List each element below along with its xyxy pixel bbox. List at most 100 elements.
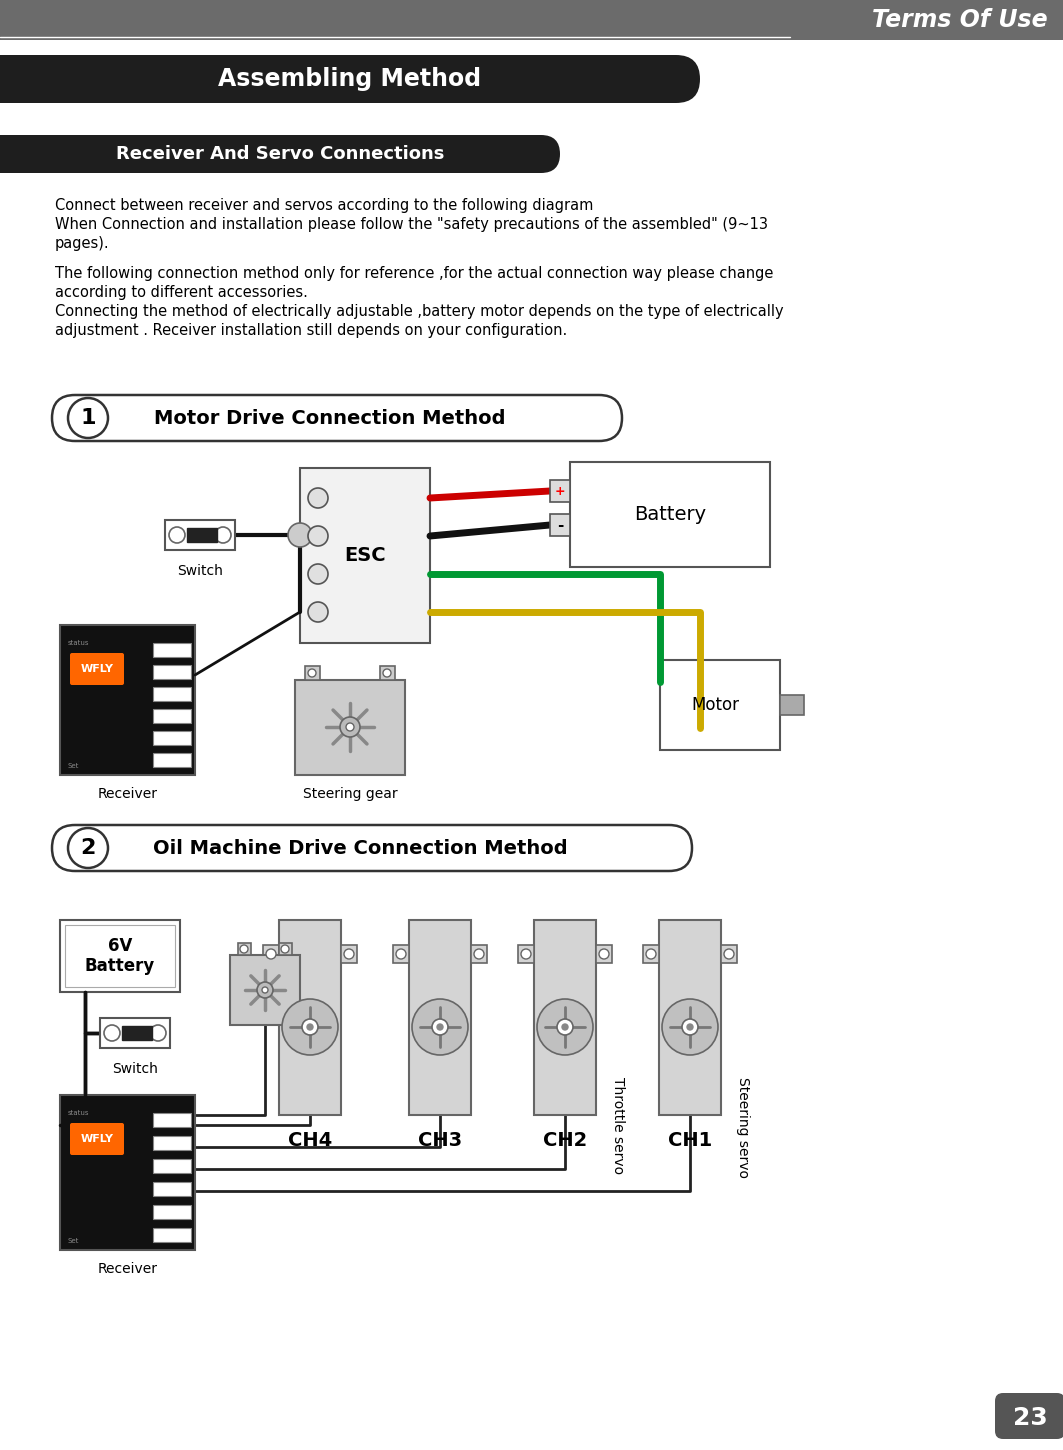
Bar bbox=[660, 660, 780, 750]
Bar bbox=[305, 666, 320, 680]
Text: Receiver And Servo Connections: Receiver And Servo Connections bbox=[116, 145, 444, 162]
Text: Receiver: Receiver bbox=[98, 1262, 157, 1276]
FancyBboxPatch shape bbox=[0, 55, 701, 103]
Circle shape bbox=[345, 724, 354, 731]
FancyBboxPatch shape bbox=[70, 1122, 124, 1156]
Text: 6V
Battery: 6V Battery bbox=[85, 937, 155, 976]
Text: Connect between receiver and servos according to the following diagram: Connect between receiver and servos acco… bbox=[55, 199, 593, 213]
Bar bbox=[153, 709, 191, 724]
Bar bbox=[409, 919, 471, 1115]
Text: adjustment . Receiver installation still depends on your configuration.: adjustment . Receiver installation still… bbox=[55, 323, 568, 338]
Text: status: status bbox=[68, 1111, 89, 1116]
Bar bbox=[153, 731, 191, 745]
Text: -: - bbox=[557, 518, 563, 532]
Bar bbox=[60, 625, 195, 774]
Circle shape bbox=[562, 1024, 568, 1030]
Bar bbox=[379, 666, 395, 680]
Circle shape bbox=[215, 526, 231, 542]
Circle shape bbox=[537, 999, 593, 1056]
Circle shape bbox=[257, 982, 273, 998]
Text: 23: 23 bbox=[1013, 1406, 1047, 1430]
Bar bbox=[0, 0, 1063, 41]
Text: Oil Machine Drive Connection Method: Oil Machine Drive Connection Method bbox=[153, 838, 568, 857]
Bar bbox=[187, 528, 217, 542]
Circle shape bbox=[646, 948, 656, 958]
Circle shape bbox=[68, 828, 108, 869]
Circle shape bbox=[308, 602, 328, 622]
Text: Set: Set bbox=[68, 1238, 80, 1244]
Text: CH4: CH4 bbox=[288, 1131, 332, 1150]
FancyBboxPatch shape bbox=[0, 135, 560, 173]
Circle shape bbox=[383, 668, 391, 677]
Bar bbox=[153, 687, 191, 700]
Bar bbox=[518, 945, 534, 963]
Circle shape bbox=[288, 523, 313, 547]
Bar bbox=[279, 942, 292, 956]
Bar bbox=[296, 680, 405, 774]
Text: 1: 1 bbox=[80, 407, 96, 428]
Bar bbox=[780, 695, 804, 715]
FancyBboxPatch shape bbox=[52, 394, 622, 441]
Circle shape bbox=[308, 489, 328, 508]
Bar bbox=[60, 1095, 195, 1250]
Circle shape bbox=[281, 945, 289, 953]
Text: Throttle servo: Throttle servo bbox=[611, 1077, 625, 1174]
Bar bbox=[122, 1027, 152, 1040]
Bar bbox=[65, 925, 175, 987]
Bar bbox=[0, 55, 350, 103]
Text: Assembling Method: Assembling Method bbox=[218, 67, 482, 91]
Text: pages).: pages). bbox=[55, 236, 109, 251]
FancyBboxPatch shape bbox=[995, 1393, 1063, 1438]
Bar bbox=[659, 919, 721, 1115]
Bar bbox=[153, 753, 191, 767]
Circle shape bbox=[412, 999, 468, 1056]
Circle shape bbox=[68, 397, 108, 438]
Text: Motor: Motor bbox=[691, 696, 739, 713]
Circle shape bbox=[344, 948, 354, 958]
Text: Receiver: Receiver bbox=[98, 787, 157, 800]
Text: Switch: Switch bbox=[178, 564, 223, 579]
Text: Set: Set bbox=[68, 763, 80, 768]
Bar bbox=[550, 480, 570, 502]
Circle shape bbox=[261, 987, 268, 993]
Bar bbox=[153, 1159, 191, 1173]
Circle shape bbox=[282, 999, 338, 1056]
Bar bbox=[100, 1018, 170, 1048]
Bar bbox=[471, 945, 487, 963]
Circle shape bbox=[308, 526, 328, 547]
Circle shape bbox=[104, 1025, 120, 1041]
Text: WFLY: WFLY bbox=[81, 664, 114, 674]
Circle shape bbox=[266, 948, 276, 958]
Circle shape bbox=[432, 1019, 448, 1035]
Text: Motor Drive Connection Method: Motor Drive Connection Method bbox=[154, 409, 506, 428]
Text: ESC: ESC bbox=[344, 547, 386, 566]
Circle shape bbox=[724, 948, 733, 958]
Bar bbox=[279, 919, 341, 1115]
Bar bbox=[153, 1114, 191, 1127]
Text: CH1: CH1 bbox=[668, 1131, 712, 1150]
Text: Switch: Switch bbox=[112, 1061, 158, 1076]
Bar bbox=[0, 135, 280, 173]
Bar bbox=[153, 1135, 191, 1150]
Circle shape bbox=[437, 1024, 443, 1030]
Bar bbox=[60, 919, 180, 992]
Bar bbox=[393, 945, 409, 963]
Bar bbox=[153, 666, 191, 679]
Text: Battery: Battery bbox=[634, 505, 706, 523]
Circle shape bbox=[308, 564, 328, 584]
Bar bbox=[153, 642, 191, 657]
Bar bbox=[570, 463, 770, 567]
Text: The following connection method only for reference ,for the actual connection wa: The following connection method only for… bbox=[55, 265, 774, 281]
Text: WFLY: WFLY bbox=[81, 1134, 114, 1144]
Circle shape bbox=[150, 1025, 166, 1041]
Circle shape bbox=[308, 668, 316, 677]
Circle shape bbox=[307, 1024, 313, 1030]
Circle shape bbox=[396, 948, 406, 958]
Circle shape bbox=[340, 716, 360, 737]
Bar bbox=[153, 1205, 191, 1219]
Circle shape bbox=[687, 1024, 693, 1030]
Circle shape bbox=[682, 1019, 698, 1035]
Circle shape bbox=[662, 999, 718, 1056]
Bar bbox=[153, 1228, 191, 1243]
Text: Steering gear: Steering gear bbox=[303, 787, 398, 800]
